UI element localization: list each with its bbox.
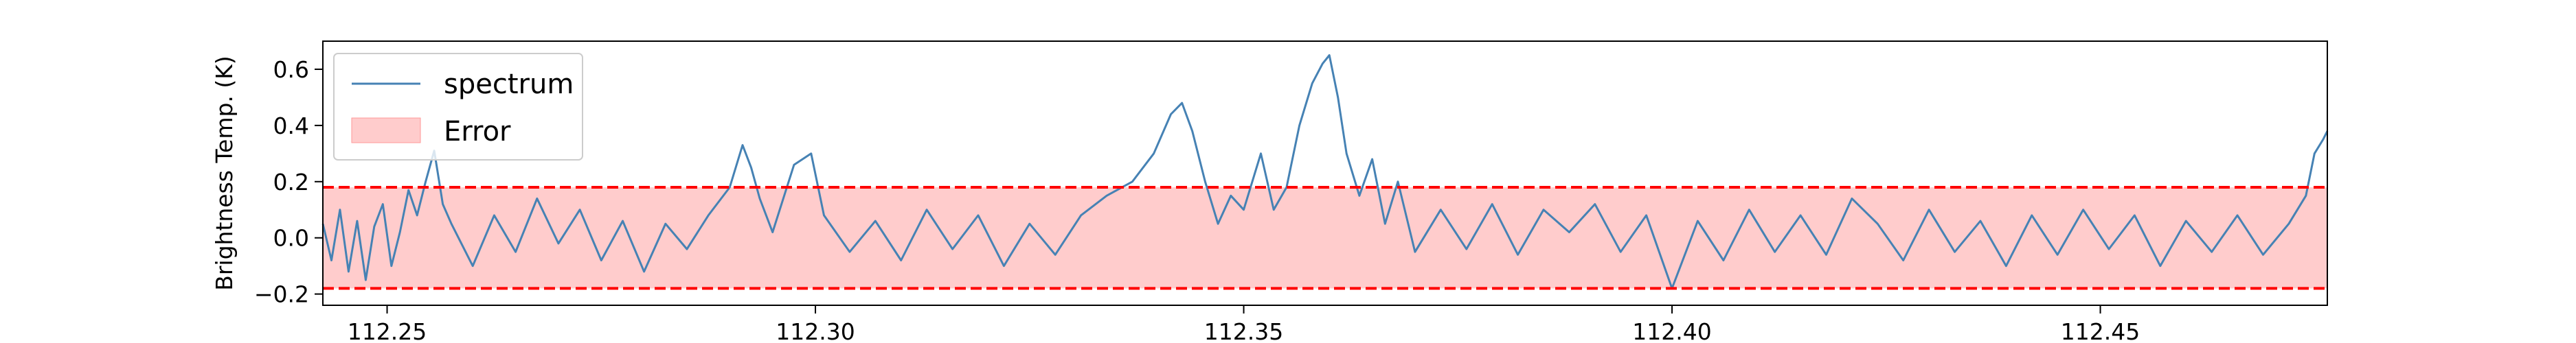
x-tick-label: 112.25 — [348, 318, 427, 343]
error-band — [323, 187, 2327, 289]
legend-error-label: Error — [444, 116, 511, 147]
x-tick-label: 112.40 — [1632, 318, 1711, 343]
y-axis-ticks: −0.2 0.0 0.2 0.4 0.6 — [254, 56, 323, 308]
plot-frame — [322, 40, 2328, 306]
y-tick-label: 0.0 — [273, 225, 309, 252]
y-tick-label: 0.6 — [273, 56, 309, 83]
y-tick-label: −0.2 — [254, 281, 309, 308]
x-tick-label: 112.45 — [2061, 318, 2140, 343]
legend-error-swatch — [351, 117, 421, 143]
y-tick-label: 0.4 — [273, 113, 309, 139]
legend: spectrum Error — [333, 53, 583, 161]
reference-lines-layer — [323, 185, 2327, 290]
spectrum-line — [321, 54, 2329, 289]
legend-spectrum-label: spectrum — [444, 69, 574, 100]
x-tick-label: 112.30 — [776, 318, 855, 343]
y-tick-label: 0.2 — [273, 169, 309, 196]
spectrum-line-layer — [321, 54, 2329, 289]
x-axis-ticks: 112.25 112.30 112.35 112.40 112.45 — [348, 305, 2140, 343]
error-band-layer — [323, 187, 2327, 289]
x-tick-label: 112.35 — [1204, 318, 1283, 343]
y-axis-label: Brightness Temp. (K) — [211, 56, 238, 291]
